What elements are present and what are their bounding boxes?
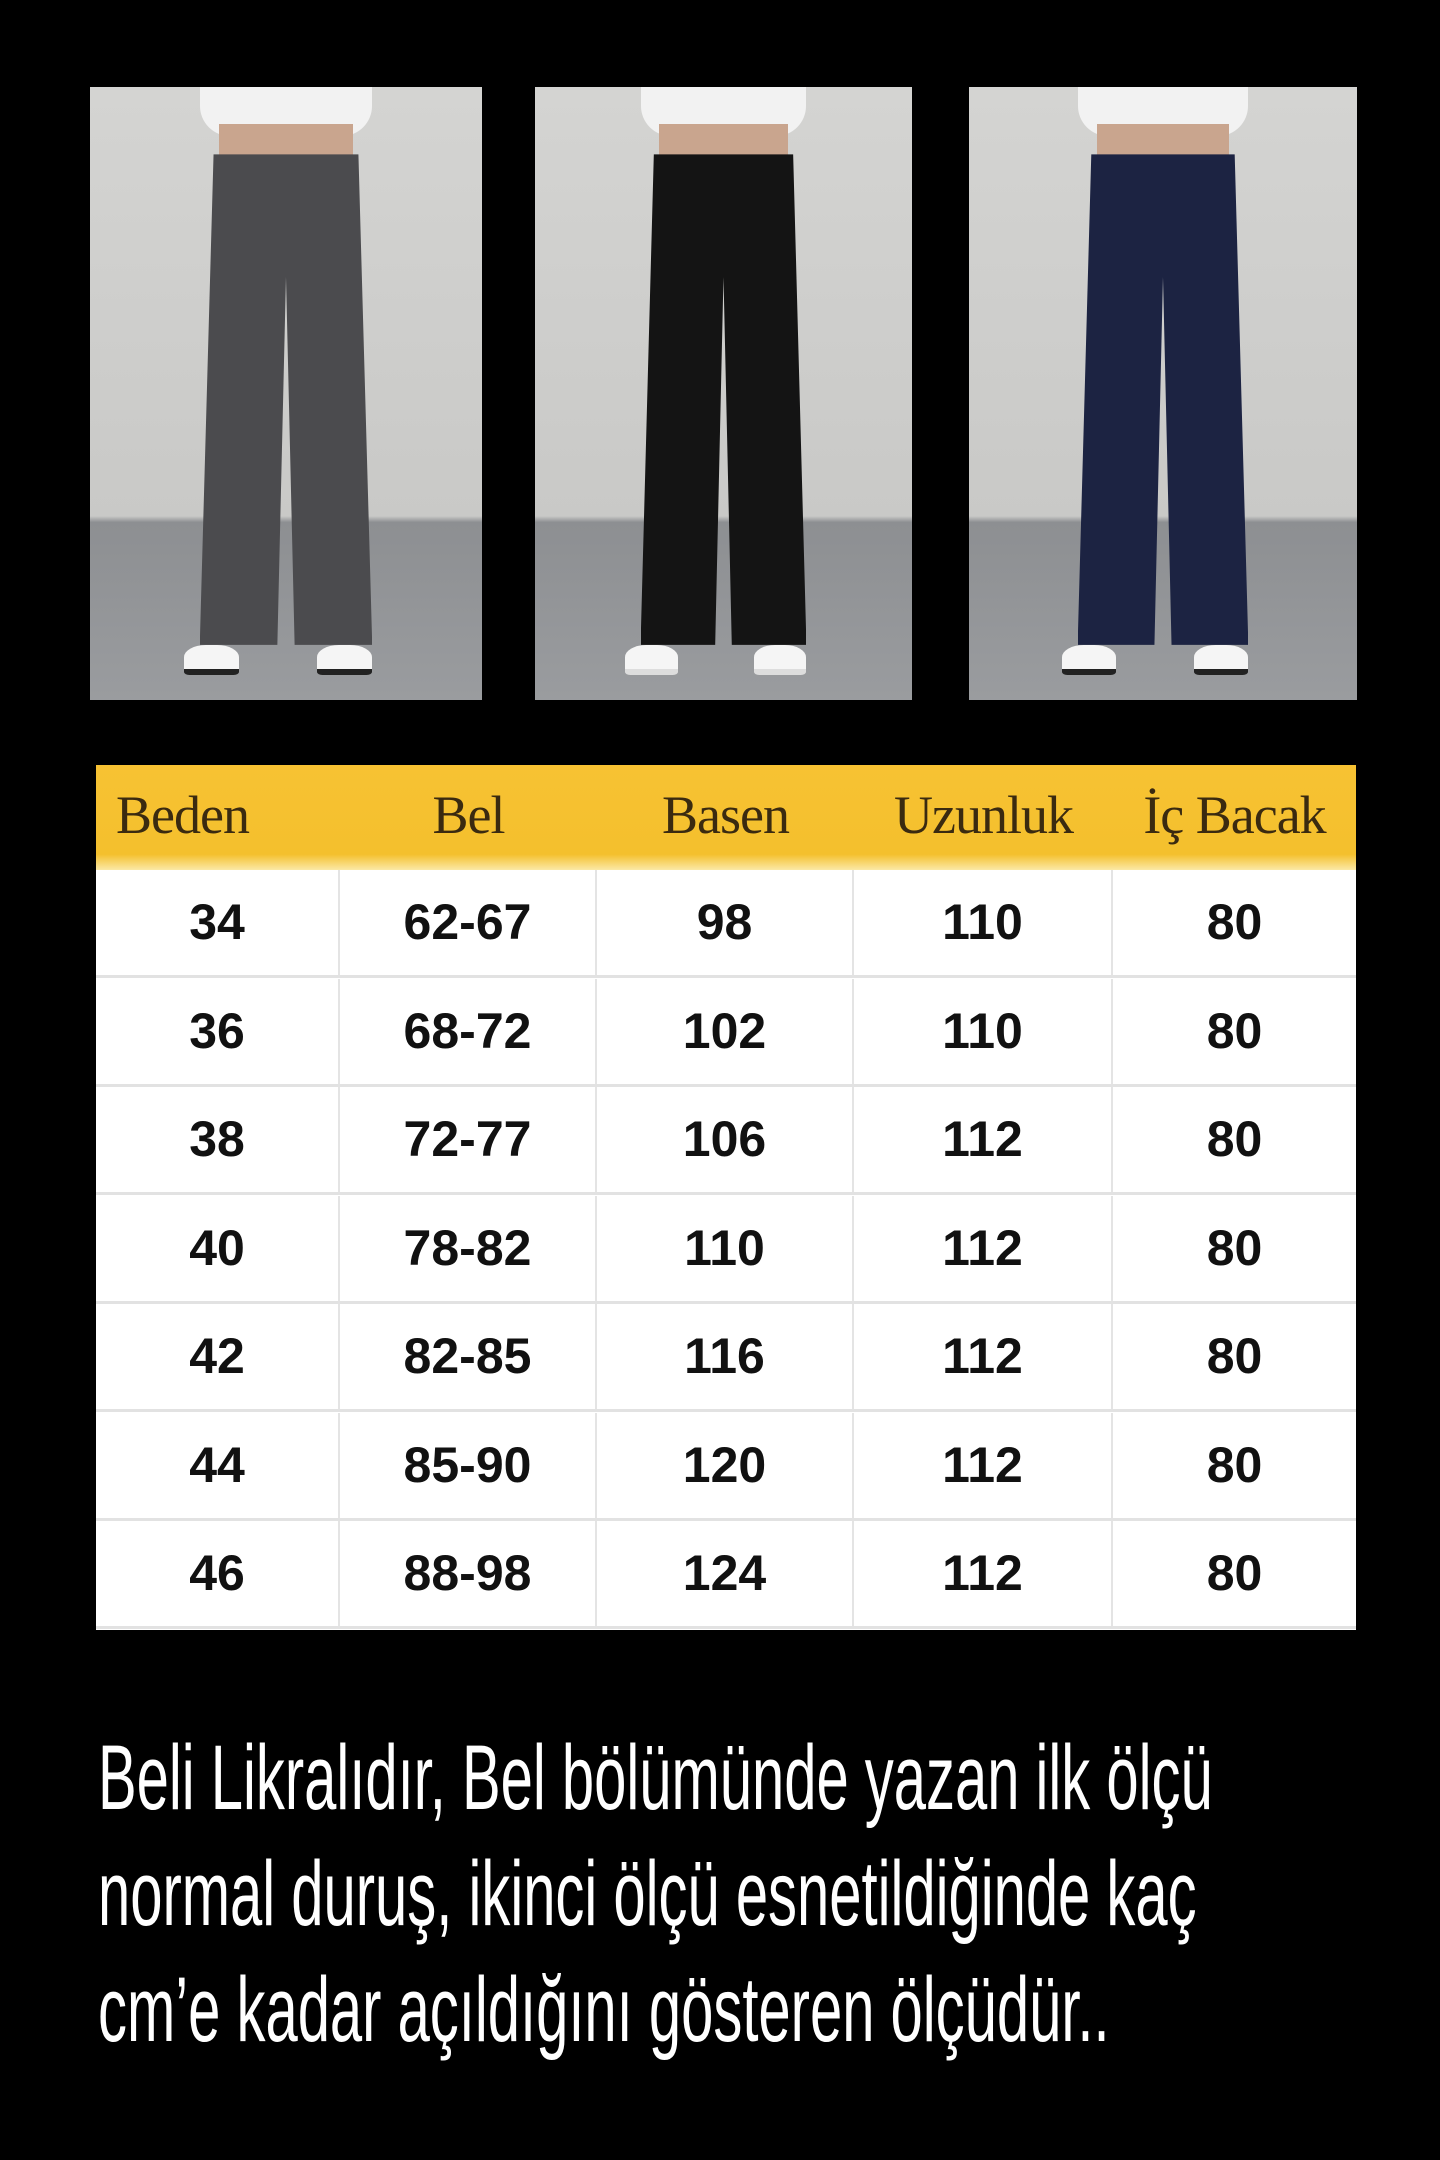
product-photo-black <box>535 87 912 700</box>
header-bel: Bel <box>432 785 506 845</box>
table-cell: 110 <box>854 870 1113 975</box>
table-cell: 98 <box>597 870 854 975</box>
table-cell: 80 <box>1206 1436 1263 1493</box>
table-cell: 112 <box>854 1412 1113 1518</box>
product-photo-navy <box>969 87 1357 700</box>
table-cell: 80 <box>1206 1219 1263 1276</box>
table-cell: 106 <box>597 1087 854 1192</box>
table-cell: 80 <box>1206 1328 1263 1384</box>
table-row: 42 82-85 116 112 80 <box>96 1304 1356 1412</box>
table-row: 34 62-67 98 110 80 <box>96 870 1356 978</box>
table-cell: 38 <box>96 1087 340 1192</box>
table-cell: 62-67 <box>340 870 597 975</box>
table-header: Beden Bel Basen Uzunluk İç Bacak <box>96 765 1356 870</box>
table-cell: 120 <box>597 1412 854 1518</box>
table-row: 36 68-72 102 110 80 <box>96 978 1356 1087</box>
header-basen: Basen <box>662 785 790 845</box>
table-cell: 112 <box>854 1195 1113 1301</box>
table-cell: 82-85 <box>340 1304 597 1409</box>
header-beden: Beden <box>116 785 250 845</box>
table-cell: 40 <box>96 1195 340 1301</box>
product-photo-gray <box>90 87 482 700</box>
table-cell: 112 <box>854 1087 1113 1192</box>
waist-note: Beli Likralıdır, Bel bölümünde yazan ilk… <box>98 1720 1440 2068</box>
table-cell: 68-72 <box>340 978 597 1084</box>
table-cell: 78-82 <box>340 1195 597 1301</box>
note-line: cm’e kadar açıldığını gösteren ölçüdür.. <box>98 1959 1110 2061</box>
table-cell: 36 <box>96 978 340 1084</box>
table-cell: 110 <box>597 1195 854 1301</box>
table-cell: 80 <box>1206 1545 1263 1601</box>
table-cell: 124 <box>597 1521 854 1626</box>
table-cell: 80 <box>1206 1111 1263 1167</box>
note-line: Beli Likralıdır, Bel bölümünde yazan ilk… <box>98 1727 1213 1829</box>
table-cell: 42 <box>96 1304 340 1409</box>
header-uzunluk: Uzunluk <box>894 785 1074 845</box>
table-cell: 44 <box>96 1412 340 1518</box>
table-cell: 112 <box>854 1304 1113 1409</box>
note-line: normal duruş, ikinci ölçü esnetildiğinde… <box>98 1843 1197 1945</box>
table-cell: 102 <box>597 978 854 1084</box>
table-row: 40 78-82 110 112 80 <box>96 1195 1356 1304</box>
table-cell: 80 <box>1206 1002 1263 1059</box>
table-row: 38 72-77 106 112 80 <box>96 1087 1356 1195</box>
size-chart-table: Beden Bel Basen Uzunluk İç Bacak 34 62-67… <box>96 765 1356 1630</box>
table-row: 46 88-98 124 112 80 <box>96 1521 1356 1629</box>
table-cell: 80 <box>1206 894 1263 950</box>
table-cell: 116 <box>597 1304 854 1409</box>
header-ic-bacak: İç Bacak <box>1143 785 1326 845</box>
table-row: 44 85-90 120 112 80 <box>96 1412 1356 1521</box>
table-cell: 34 <box>96 870 340 975</box>
table-cell: 88-98 <box>340 1521 597 1626</box>
table-cell: 110 <box>854 978 1113 1084</box>
table-cell: 72-77 <box>340 1087 597 1192</box>
table-cell: 46 <box>96 1521 340 1626</box>
table-cell: 112 <box>854 1521 1113 1626</box>
table-cell: 85-90 <box>340 1412 597 1518</box>
